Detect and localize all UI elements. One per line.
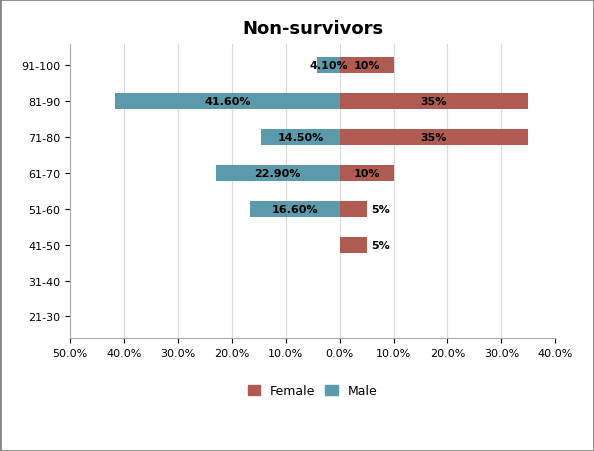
Text: 35%: 35% (421, 97, 447, 107)
Text: 5%: 5% (371, 240, 390, 250)
Bar (115, 94, 340, 110)
Text: 35%: 35% (421, 133, 447, 143)
Text: 22.90%: 22.90% (255, 168, 301, 179)
Text: 5%: 5% (371, 204, 390, 214)
Bar (340, 237, 366, 253)
Bar (250, 201, 340, 217)
Bar (340, 58, 393, 74)
Bar (317, 58, 340, 74)
Bar (261, 129, 340, 146)
Bar (340, 166, 393, 181)
Text: 10%: 10% (353, 168, 380, 179)
Text: 14.50%: 14.50% (277, 133, 324, 143)
Text: 4.10%: 4.10% (309, 61, 348, 71)
Legend: Female, Male: Female, Male (242, 380, 383, 403)
Bar (340, 129, 529, 146)
Text: 41.60%: 41.60% (204, 97, 251, 107)
Bar (340, 201, 366, 217)
Text: 16.60%: 16.60% (271, 204, 318, 214)
Bar (216, 166, 340, 181)
Bar (340, 94, 529, 110)
Title: Non-survivors: Non-survivors (242, 19, 383, 37)
Text: 10%: 10% (353, 61, 380, 71)
